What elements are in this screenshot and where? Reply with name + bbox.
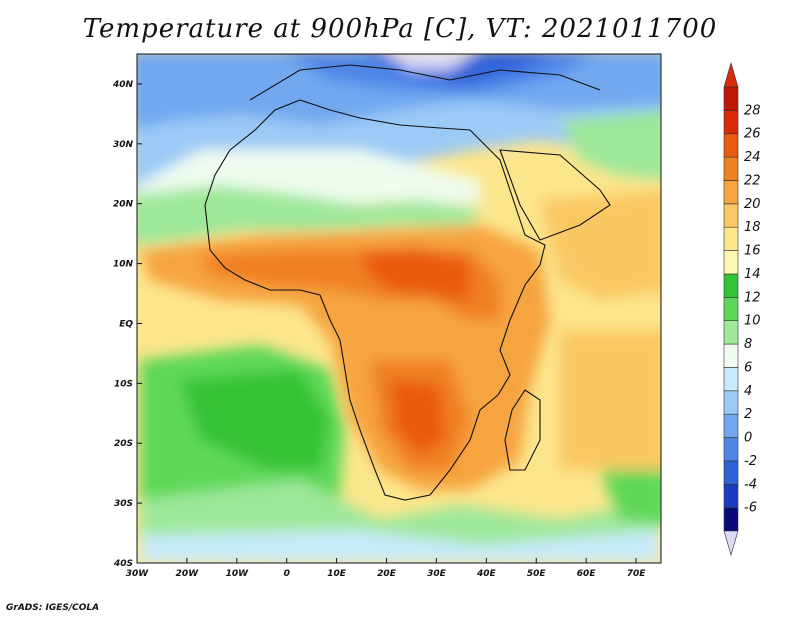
lon-tick-label: 50E xyxy=(527,569,547,579)
colorbar-label: 14 xyxy=(744,267,761,282)
lon-tick-label: 30E xyxy=(427,569,447,579)
colorbar-label: 4 xyxy=(744,384,752,399)
lon-tick-label: 10W xyxy=(226,569,250,579)
colorbar-segment xyxy=(723,320,739,345)
colorbar-label: 12 xyxy=(744,290,761,305)
colorbar-segment xyxy=(723,180,739,205)
lon-tick-label: 10E xyxy=(327,569,347,579)
lon-tick-label: 20W xyxy=(176,569,200,579)
colorbar-label: 6 xyxy=(744,360,752,375)
lon-tick-label: 30W xyxy=(126,569,150,579)
colorbar-segment xyxy=(723,390,739,415)
africa-coastline xyxy=(204,99,546,501)
colorbar-under-arrow xyxy=(723,530,739,557)
colorbar-label: 16 xyxy=(744,244,761,259)
colorbar-label: -4 xyxy=(744,477,757,492)
arabia-coastline xyxy=(499,149,611,241)
colorbar-segment xyxy=(723,156,739,181)
colorbar-label: 8 xyxy=(744,337,752,352)
coastlines xyxy=(204,64,611,501)
colorbar-segment xyxy=(723,297,739,321)
colorbar-segment xyxy=(723,226,739,251)
colorbar-segment xyxy=(723,133,739,158)
temperature-field xyxy=(137,54,661,563)
colorbar-segment xyxy=(723,483,739,508)
colorbar-segment xyxy=(723,343,739,368)
lon-tick-label: 0 xyxy=(284,569,290,579)
colorbar-segment xyxy=(723,250,739,275)
colorbar-segment xyxy=(723,86,739,111)
colorbar-segment xyxy=(723,110,739,135)
lon-tick-label: 40E xyxy=(476,569,497,579)
colorbar-label: -6 xyxy=(744,501,757,516)
latitude-axis: 40S 30S 20S 10S EQ 10N 20N 30N 40N xyxy=(112,80,142,569)
lat-tick-label: 20N xyxy=(113,200,134,210)
lat-tick-label: 40N xyxy=(112,80,134,90)
colorbar-segment xyxy=(723,413,739,438)
colorbar-label: 10 xyxy=(744,314,761,329)
colorbar-segment xyxy=(723,203,739,228)
colorbar-label: 28 xyxy=(744,103,761,118)
colorbar-label: 2 xyxy=(744,407,752,422)
map-frame xyxy=(136,53,662,564)
lat-tick-label: 30N xyxy=(113,140,134,150)
lon-tick-label: 70E xyxy=(627,569,647,579)
colorbar-segment xyxy=(723,460,739,485)
lat-tick-label: 20S xyxy=(114,439,133,449)
lat-tick-label: 30S xyxy=(114,499,133,509)
longitude-axis: 30W 20W 10W 0 10E 20E 30E 40E 50E 60E 70E xyxy=(126,558,646,579)
colorbar-label: 18 xyxy=(744,220,761,235)
colorbar-label: 0 xyxy=(744,431,752,446)
colorbar-segment xyxy=(723,507,739,532)
colorbar-segment xyxy=(723,273,739,298)
map-title: Temperature at 900hPa [C], VT: 202101170… xyxy=(82,14,718,44)
colorbar-label: 22 xyxy=(744,173,761,188)
lat-tick-label: 10N xyxy=(113,260,134,270)
lat-tick-label: EQ xyxy=(119,319,133,329)
madagascar-coastline xyxy=(504,389,541,471)
colorbar-label: 20 xyxy=(744,197,761,212)
colorbar-label: -2 xyxy=(744,454,757,469)
colorbar-label: 24 xyxy=(744,150,761,165)
europe-coastline xyxy=(249,64,601,101)
colorbar-label: 26 xyxy=(744,127,761,142)
lon-tick-label: 60E xyxy=(577,569,597,579)
grads-credit: GrADS: IGES/COLA xyxy=(6,603,100,613)
colorbar-segment xyxy=(723,437,739,462)
lat-tick-label: 40S xyxy=(113,559,133,569)
colorbar-segment xyxy=(723,367,739,392)
lat-tick-label: 10S xyxy=(114,379,133,389)
lon-tick-label: 20E xyxy=(377,569,397,579)
colorbar-over-arrow xyxy=(723,61,739,88)
